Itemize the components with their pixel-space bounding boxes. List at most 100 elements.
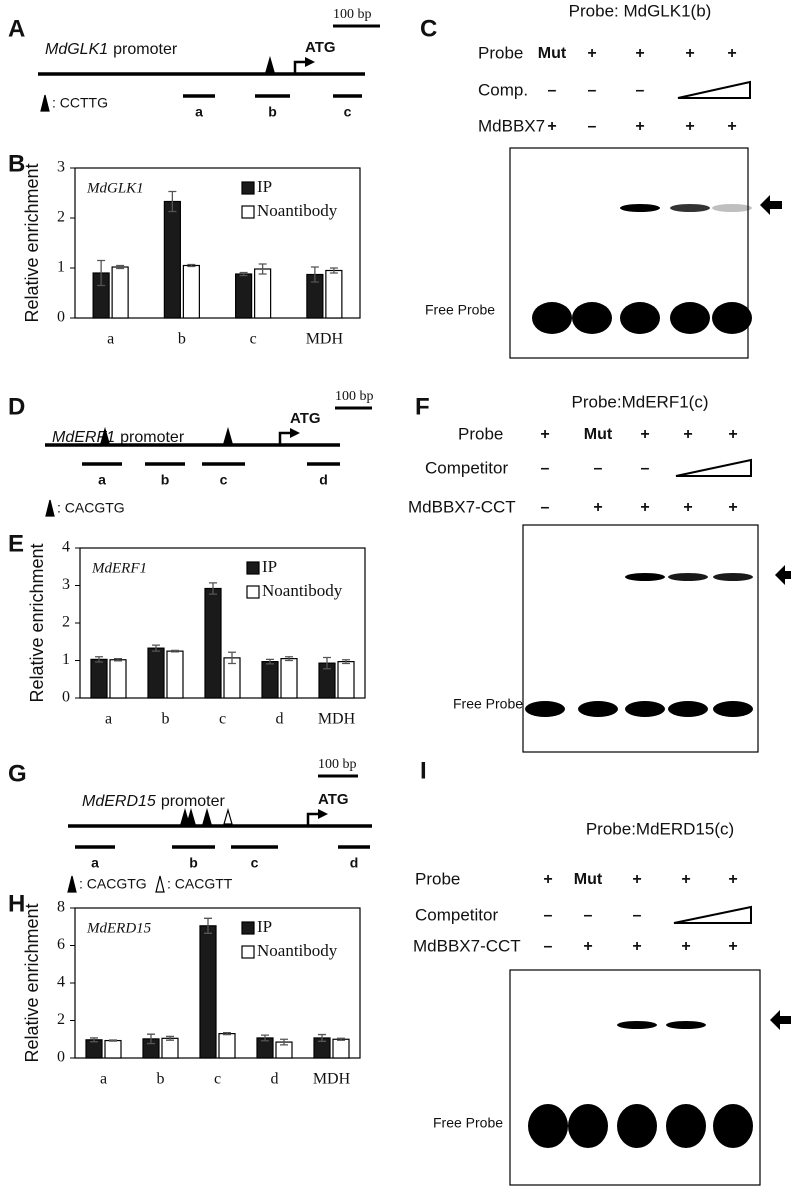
band-arrow xyxy=(760,195,782,215)
lane-mark: – xyxy=(541,460,550,477)
lane-mark: + xyxy=(640,426,649,443)
start-label: ATG xyxy=(305,39,336,56)
free-probe-label: Free Probe xyxy=(453,696,523,712)
bar xyxy=(182,264,200,319)
y-tick-label: 0 xyxy=(57,309,65,326)
lane-mark: + xyxy=(728,499,737,516)
shifted-band xyxy=(668,573,708,581)
fragment-label: b xyxy=(161,472,170,488)
motif-legend: : CACGTG xyxy=(79,876,147,892)
free-probe-label: Free Probe xyxy=(425,302,495,318)
lane-mark: – xyxy=(641,460,650,477)
start-arrowhead xyxy=(305,57,315,67)
y-tick-label: 2 xyxy=(57,1011,65,1028)
scale-label: 100 bp xyxy=(318,757,357,772)
y-tick-label: 3 xyxy=(57,159,65,176)
lane-mark: + xyxy=(640,499,649,516)
x-tick-label: a xyxy=(105,711,112,728)
lane-mark: + xyxy=(632,938,641,955)
free-probe-band xyxy=(713,1104,753,1148)
row-label: MdBBX7 xyxy=(478,116,545,135)
free-probe-band xyxy=(712,302,752,334)
bar xyxy=(90,658,108,699)
fragment-label: c xyxy=(344,104,352,120)
lane-mark: + xyxy=(728,426,737,443)
error-bar xyxy=(168,190,177,213)
legend-label: Noantibody xyxy=(257,201,338,220)
lane-mark: – xyxy=(636,82,645,99)
bar xyxy=(163,200,181,319)
panel-letter: A xyxy=(8,15,25,42)
free-probe-band xyxy=(666,1104,706,1148)
legend-label: Noantibody xyxy=(262,581,343,600)
lane-mark: – xyxy=(548,82,557,99)
bar xyxy=(254,268,272,319)
legend-swatch xyxy=(246,561,260,575)
bar xyxy=(261,661,279,699)
bar xyxy=(104,1039,122,1059)
free-probe-band xyxy=(568,1104,608,1148)
y-tick-label: 2 xyxy=(57,209,65,226)
lane-mark: + xyxy=(728,938,737,955)
shifted-band xyxy=(620,204,660,212)
fragment-label: b xyxy=(268,104,277,120)
lane-mark: + xyxy=(728,871,737,888)
error-bar xyxy=(97,259,106,287)
band-arrow xyxy=(770,1010,791,1030)
row-label: MdBBX7-CCT xyxy=(413,936,521,955)
lane-mark: Mut xyxy=(574,871,603,888)
competitor-wedge xyxy=(673,905,752,924)
error-bar xyxy=(95,656,103,663)
y-axis-label: Relative enrichment xyxy=(22,163,42,322)
motif-arrowhead xyxy=(202,807,212,825)
y-axis-label: Relative enrichment xyxy=(22,903,42,1062)
error-bar xyxy=(187,263,196,268)
y-tick-label: 0 xyxy=(57,1049,65,1066)
lane-mark: + xyxy=(543,871,552,888)
error-bar xyxy=(285,656,293,662)
promoter-name: MdERF1 xyxy=(52,429,115,446)
fragment-label: d xyxy=(350,855,359,871)
free-probe-band xyxy=(625,701,665,717)
motif-arrowhead xyxy=(45,499,55,517)
gene-annotation: MdERD15 xyxy=(86,920,152,936)
lane-mark: – xyxy=(588,82,597,99)
fragment-label: c xyxy=(220,472,228,488)
motif-legend: : CACGTT xyxy=(167,876,233,892)
free-probe-band xyxy=(668,701,708,717)
error-bar xyxy=(342,659,350,665)
motif-legend: : CCTTG xyxy=(52,95,108,111)
error-bar xyxy=(261,1034,269,1042)
start-label: ATG xyxy=(318,791,349,808)
bar xyxy=(204,587,222,699)
lane-mark: + xyxy=(593,499,602,516)
error-bar xyxy=(204,917,212,934)
fragment-label: c xyxy=(251,855,259,871)
y-tick-label: 4 xyxy=(57,974,65,991)
promoter-suffix: promoter xyxy=(120,429,185,446)
bar xyxy=(218,1033,236,1059)
row-label: Probe xyxy=(478,43,523,62)
bar xyxy=(109,659,127,699)
gel xyxy=(522,524,759,753)
y-tick-label: 6 xyxy=(57,936,65,953)
bar xyxy=(147,647,165,699)
competitor-wedge xyxy=(677,80,751,99)
error-bar xyxy=(239,271,248,277)
x-tick-label: b xyxy=(178,331,186,348)
error-bar xyxy=(337,1037,345,1041)
error-bar xyxy=(116,264,125,270)
probe-title: Probe: MdGLK1(b) xyxy=(569,1,712,20)
bar xyxy=(111,266,129,319)
error-bar xyxy=(323,656,331,670)
x-tick-label: MDH xyxy=(313,1071,351,1088)
y-tick-label: 8 xyxy=(57,899,65,916)
motif-arrowhead xyxy=(67,875,77,893)
y-tick-label: 1 xyxy=(62,651,70,668)
free-probe-band xyxy=(670,302,710,334)
error-bar xyxy=(114,657,122,662)
lane-mark: + xyxy=(683,499,692,516)
error-bar xyxy=(228,651,236,665)
bar xyxy=(235,273,253,319)
